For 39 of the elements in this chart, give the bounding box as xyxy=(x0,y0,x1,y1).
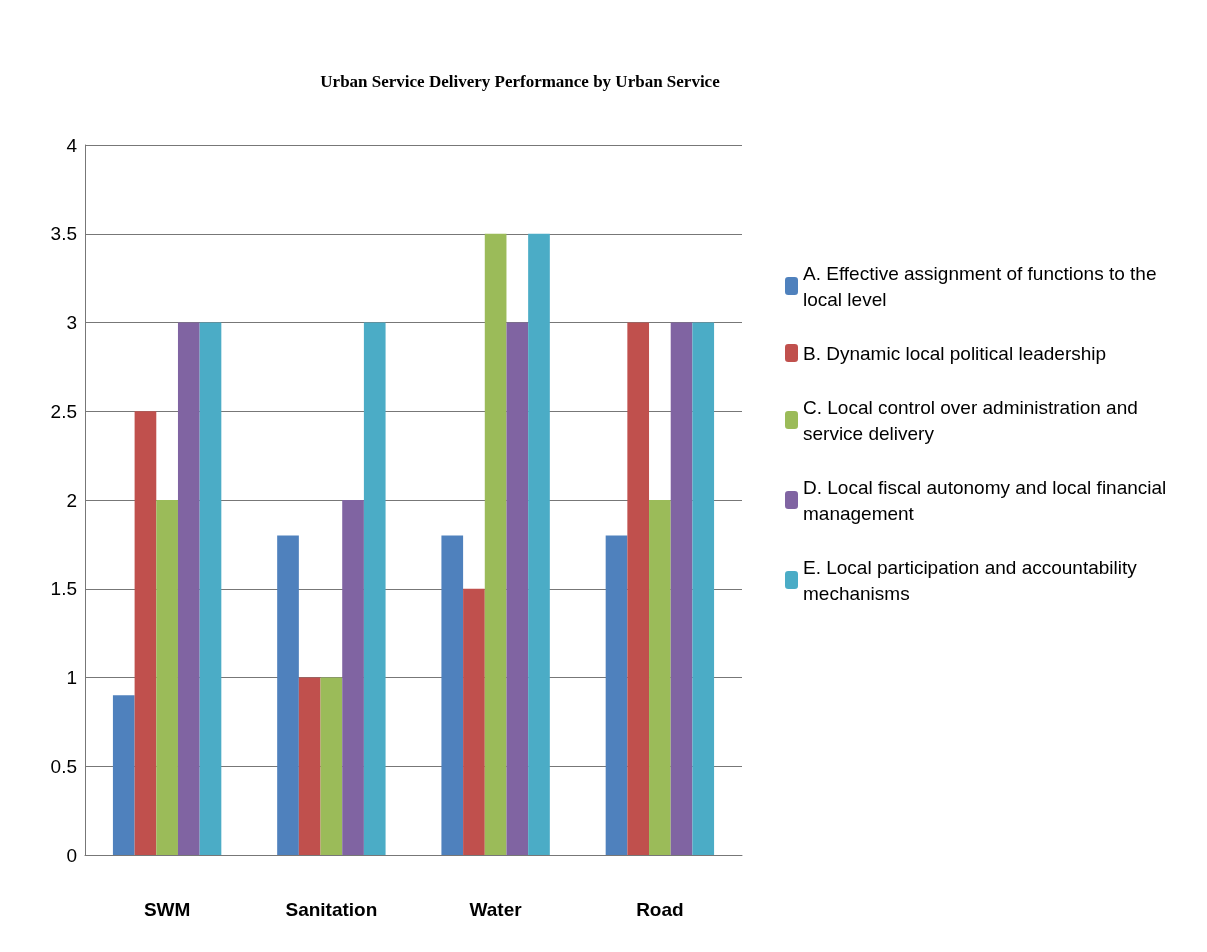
y-tick-label: 4 xyxy=(66,134,78,156)
legend-label: A. Effective assignment of functions to the local level xyxy=(803,262,1162,310)
bar xyxy=(441,535,464,855)
legend-label: B. Dynamic local political leadership xyxy=(803,342,1107,364)
legend-label: C. Local control over administration and service delivery xyxy=(803,396,1144,444)
bar xyxy=(649,500,671,855)
y-tick-label: 0 xyxy=(66,844,77,866)
y-tick-label: 0.5 xyxy=(50,755,77,777)
bar xyxy=(605,535,628,855)
y-tick-label: 1.5 xyxy=(50,578,77,600)
bar xyxy=(627,322,650,855)
bar xyxy=(363,322,386,855)
bar xyxy=(298,677,321,855)
bar xyxy=(670,322,693,855)
bar xyxy=(112,695,135,855)
bar xyxy=(277,535,299,855)
legend-label: E. Local participation and accountability mechanisms xyxy=(803,556,1143,604)
x-tick-label: Sanitation xyxy=(285,899,378,920)
bar xyxy=(484,233,507,855)
x-tick-label: SWM xyxy=(143,899,191,920)
bar xyxy=(320,677,343,855)
y-tick-label: 1 xyxy=(66,667,77,688)
bar xyxy=(156,500,178,855)
x-tick-label: Water xyxy=(469,899,523,920)
y-tick-label: 3 xyxy=(66,312,77,333)
bar xyxy=(528,233,550,855)
bar xyxy=(199,322,222,855)
bar xyxy=(463,588,485,855)
y-tick-label: 2 xyxy=(66,489,77,511)
legend-label: D. Local fiscal autonomy and local financial management xyxy=(803,476,1172,524)
y-tick-label: 3.5 xyxy=(50,223,77,245)
bar xyxy=(134,411,157,855)
bar xyxy=(177,322,200,855)
bar xyxy=(692,322,715,855)
y-tick-label: 2.5 xyxy=(50,400,77,422)
bar xyxy=(342,500,364,855)
x-tick-label: Road xyxy=(636,899,684,920)
bar xyxy=(506,322,529,855)
chart-title: Urban Service Delivery Performance by Urban Service xyxy=(320,72,721,91)
